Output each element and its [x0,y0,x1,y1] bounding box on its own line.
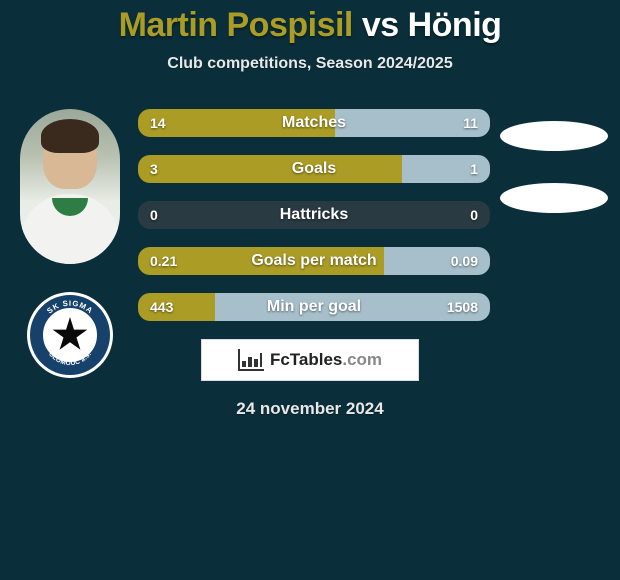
page-title: Martin Pospisil vs Hönig [0,0,620,45]
stat-bar-left [138,293,215,321]
stat-bar-left [138,247,384,275]
stat-row: 0.210.09Goals per match [138,247,490,275]
blank-oval [500,183,608,213]
club-badge: SK SIGMA OLOMOUC a.s. [27,292,113,378]
stat-bars: 1411Matches 31Goals 0 0Hattricks 0.210.09Goa… [138,109,490,321]
stat-bar-right [402,155,490,183]
blank-oval [500,121,608,151]
stat-bar-right [215,293,490,321]
svg-text:OLOMOUC a.s.: OLOMOUC a.s. [47,351,93,368]
stat-bar-right [384,247,490,275]
stat-value-right: 0 [458,201,490,229]
stat-bar-left [138,155,402,183]
stat-value-left: 0 [138,201,170,229]
stat-row: 1411Matches [138,109,490,137]
left-player-column: SK SIGMA OLOMOUC a.s. [10,109,130,378]
stat-row: 0 0Hattricks [138,201,490,229]
chart-icon [238,349,264,371]
player-photo [20,109,120,264]
date-line: 24 november 2024 [0,399,620,419]
brand-name: FcTables.com [270,350,382,370]
stat-bar-left [138,109,335,137]
right-player-column [492,109,608,229]
comparison-content: SK SIGMA OLOMOUC a.s. 1411Matches31Goals… [0,109,620,321]
stat-label: Hattricks [138,201,490,229]
title-vs: vs Hönig [362,6,502,44]
brand-logo: FcTables.com [201,339,419,381]
stat-bar-right [335,109,490,137]
club-badge-text: SK SIGMA OLOMOUC a.s. [33,298,107,372]
subtitle: Club competitions, Season 2024/2025 [0,55,620,73]
stat-row: 31Goals [138,155,490,183]
title-left: Martin Pospisil [119,6,353,44]
stat-row: 4431508Min per goal [138,293,490,321]
